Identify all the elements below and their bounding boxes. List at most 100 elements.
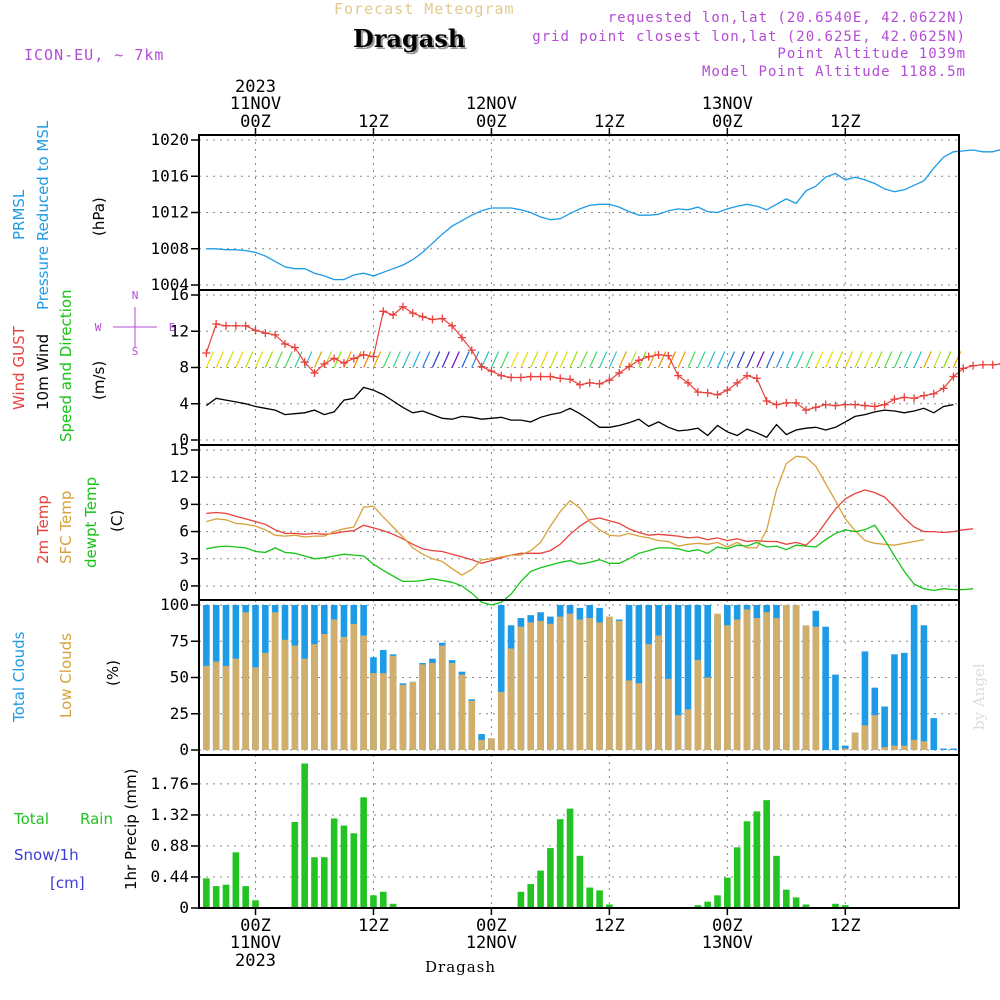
gust-point: [526, 372, 535, 381]
y-tick-label: 16: [170, 285, 189, 304]
gust-point: [929, 389, 938, 398]
gust-point: [703, 388, 712, 397]
gust-point: [467, 346, 476, 355]
bar-rain: [714, 895, 721, 908]
bar-rain: [527, 884, 535, 908]
bar-rain: [733, 847, 741, 908]
compass-cross: [113, 307, 157, 347]
wind-arrow: [795, 351, 804, 368]
bar-low-clouds: [861, 725, 869, 750]
gust-point: [251, 326, 260, 335]
gust-point: [860, 401, 869, 410]
wind-arrow: [648, 351, 657, 368]
y-tick-label: 1.76: [150, 774, 189, 793]
bar-rain: [802, 904, 810, 908]
gust-point: [969, 361, 978, 370]
bar-low-clouds: [448, 663, 456, 750]
bar-low-clouds: [232, 658, 240, 750]
gust-point: [369, 352, 378, 361]
wind-arrow: [844, 351, 854, 368]
bar-low-clouds: [596, 622, 603, 750]
bar-total-clouds: [861, 651, 869, 750]
bar-rain: [203, 878, 210, 908]
bar-low-clouds: [900, 745, 908, 750]
bottom-time-label: 00Z: [240, 916, 271, 936]
gust-point: [762, 397, 771, 406]
bar-low-clouds: [792, 605, 800, 750]
gust-point: [851, 400, 860, 409]
gust-point: [919, 391, 928, 400]
wind-arrow: [589, 351, 598, 368]
wind-arrow: [205, 351, 215, 368]
bar-rain: [301, 763, 308, 908]
bar-low-clouds: [409, 681, 417, 750]
label-snow: Snow/1h: [14, 846, 79, 864]
bar-rain: [340, 825, 348, 908]
bottom-time-label: 00Z: [712, 916, 743, 936]
y-tick-label: 100: [160, 595, 189, 614]
gust-point: [880, 400, 889, 409]
bar-low-clouds: [271, 612, 279, 750]
gust-point: [359, 350, 368, 359]
compass-east: E: [169, 321, 176, 334]
bar-rain: [763, 800, 770, 908]
wind-arrow: [461, 351, 470, 368]
wind-arrow: [343, 351, 352, 368]
y-tick-label: 12: [170, 467, 189, 486]
y-tick-label: 0: [179, 898, 189, 917]
compass-west: W: [95, 321, 102, 334]
bar-low-clouds: [842, 748, 849, 750]
wind-arrow: [667, 351, 677, 368]
gust-point: [752, 374, 761, 383]
bar-low-clouds: [783, 605, 790, 750]
bar-total-clouds: [684, 605, 692, 750]
bar-rain: [773, 855, 780, 908]
bar-total-clouds: [625, 605, 633, 750]
gust-point: [674, 371, 683, 380]
bar-low-clouds: [399, 684, 407, 750]
wind-arrow: [235, 351, 244, 368]
y-tick-label: 75: [170, 631, 189, 650]
gust-point: [320, 359, 329, 368]
wind-arrow: [471, 351, 480, 368]
gust-point: [782, 398, 791, 407]
gust-point: [212, 320, 221, 328]
wind-arrow: [913, 351, 922, 368]
y-tick-label: 1.32: [150, 805, 189, 824]
bar-low-clouds: [537, 620, 544, 750]
wind-arrow: [569, 351, 578, 368]
wind-arrow: [775, 351, 785, 368]
gust-point: [900, 393, 909, 402]
bar-low-clouds: [625, 680, 633, 750]
gust-point: [280, 339, 289, 348]
top-time-label: 00Z: [712, 112, 743, 132]
wind-arrow: [441, 351, 451, 368]
gust-point: [546, 372, 555, 381]
bar-low-clouds: [674, 715, 682, 750]
model-point-altitude: Model Point Altitude 1188.5m: [701, 64, 966, 80]
gust-point: [978, 360, 987, 369]
gust-point: [408, 309, 417, 318]
bar-total-clouds: [842, 745, 849, 750]
gust-point: [398, 302, 407, 311]
gust-point: [389, 310, 398, 319]
bar-total-clouds: [910, 605, 918, 750]
y-tick-label: 50: [170, 668, 189, 687]
bottom-time-label: 12Z: [594, 916, 625, 936]
bar-low-clouds: [281, 639, 289, 750]
bar-rain: [606, 904, 613, 908]
bar-low-clouds: [478, 739, 485, 750]
gust-point: [457, 333, 466, 342]
wind-arrow: [903, 351, 913, 368]
gust-point: [939, 384, 948, 393]
gust-point: [801, 406, 810, 415]
bar-total-clouds: [635, 605, 643, 750]
bar-low-clouds: [507, 648, 515, 750]
bar-rain: [596, 890, 603, 908]
bar-low-clouds: [458, 674, 466, 750]
bar-rain: [360, 797, 367, 908]
series-line-prmsl: [206, 149, 1000, 281]
bar-low-clouds: [812, 626, 820, 750]
bar-total-clouds: [665, 605, 672, 750]
gust-point: [634, 356, 643, 365]
